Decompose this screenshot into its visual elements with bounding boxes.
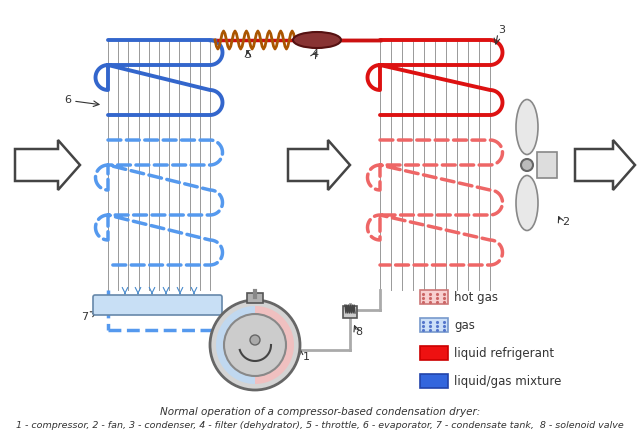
Ellipse shape: [516, 99, 538, 155]
Bar: [420, 290, 448, 304]
Text: liquid refrigerant: liquid refrigerant: [454, 348, 554, 361]
FancyArrow shape: [15, 140, 80, 190]
Text: 6: 6: [65, 95, 72, 105]
Text: liquid/gas mixture: liquid/gas mixture: [454, 376, 561, 388]
Circle shape: [210, 300, 300, 390]
FancyArrow shape: [288, 140, 350, 190]
Text: 3: 3: [498, 25, 505, 35]
Text: 5: 5: [244, 50, 252, 60]
Text: 7: 7: [81, 312, 88, 322]
Ellipse shape: [293, 32, 341, 48]
Bar: [343, 306, 357, 318]
Text: Normal operation of a compressor-based condensation dryer:: Normal operation of a compressor-based c…: [160, 407, 480, 417]
Ellipse shape: [516, 175, 538, 230]
Text: 8: 8: [355, 327, 362, 337]
Text: 1: 1: [303, 352, 310, 362]
Circle shape: [521, 159, 533, 171]
Circle shape: [250, 335, 260, 345]
Bar: [247, 293, 263, 303]
FancyBboxPatch shape: [93, 295, 222, 315]
Bar: [420, 346, 448, 360]
Circle shape: [224, 314, 286, 376]
Bar: [537, 152, 557, 178]
Text: 2: 2: [562, 217, 569, 227]
Text: gas: gas: [454, 320, 475, 333]
Text: 1 - compressor, 2 - fan, 3 - condenser, 4 - filter (dehydrator), 5 - throttle, 6: 1 - compressor, 2 - fan, 3 - condenser, …: [16, 421, 624, 431]
FancyArrow shape: [575, 140, 635, 190]
Bar: [420, 318, 448, 332]
Polygon shape: [216, 306, 255, 384]
Polygon shape: [255, 306, 294, 384]
Text: hot gas: hot gas: [454, 292, 498, 305]
Text: 4: 4: [312, 49, 319, 59]
Bar: [420, 374, 448, 388]
